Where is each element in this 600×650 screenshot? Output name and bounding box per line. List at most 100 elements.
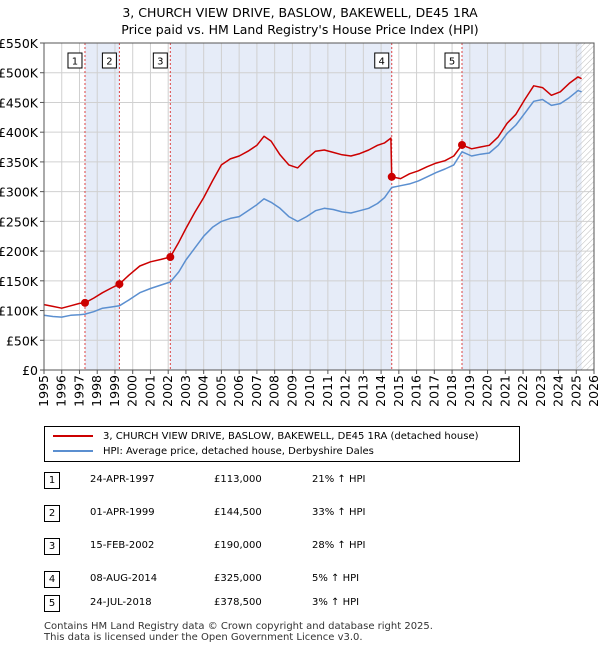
y-tick-label: £250K <box>0 214 39 229</box>
x-tick-label: 2014 <box>373 375 388 407</box>
y-tick-label: £200K <box>0 244 39 259</box>
sale-row: 4 08-AUG-2014 £325,000 5% ↑ HPI <box>44 571 444 589</box>
y-tick-label: £350K <box>0 155 39 170</box>
x-tick-label: 1996 <box>54 375 69 407</box>
footer-licence: This data is licensed under the Open Gov… <box>44 632 363 643</box>
x-tick-label: 2005 <box>213 375 228 407</box>
x-tick-label: 2000 <box>125 375 140 407</box>
x-tick-label: 2004 <box>196 375 211 407</box>
x-tick-label: 2019 <box>462 375 477 407</box>
sale-row: 1 24-APR-1997 £113,000 21% ↑ HPI <box>44 472 444 490</box>
y-tick-label: £50K <box>6 333 39 348</box>
shaded-period <box>170 43 392 370</box>
x-tick-label: 2011 <box>320 375 335 407</box>
shaded-periods <box>44 43 594 370</box>
sale-price: £144,500 <box>214 507 262 518</box>
hpi-line <box>43 89 582 318</box>
sale-number: 2 <box>44 505 60 522</box>
sale-date: 24-JUL-2018 <box>90 597 152 608</box>
sale-row: 3 15-FEB-2002 £190,000 28% ↑ HPI <box>44 538 444 556</box>
x-tick-label: 2025 <box>568 375 583 407</box>
sale-price: £113,000 <box>214 474 262 485</box>
sale-label-box <box>67 52 83 69</box>
x-tick-label: 2018 <box>444 375 459 407</box>
sale-price: £325,000 <box>214 573 262 584</box>
x-tick-label: 1998 <box>89 375 104 407</box>
legend-swatch-hpi <box>53 450 93 452</box>
sale-row: 5 24-JUL-2018 £378,500 3% ↑ HPI <box>44 595 444 613</box>
hatched-region <box>576 43 594 370</box>
grid-lines <box>43 42 595 371</box>
sale-number: 1 <box>44 472 60 489</box>
legend-label-hpi: HPI: Average price, detached house, Derb… <box>103 446 374 457</box>
y-tick-label: £400K <box>0 125 39 140</box>
sale-label-box <box>152 52 168 69</box>
x-tick-label: 2009 <box>284 375 299 407</box>
sale-point <box>458 140 466 149</box>
sale-hpi-change: 3% ↑ HPI <box>312 597 360 608</box>
sale-date: 24-APR-1997 <box>90 474 155 485</box>
sale-label-number: 1 <box>72 57 78 68</box>
x-tick-label: 2007 <box>249 375 264 407</box>
x-tick-label: 2021 <box>497 375 512 407</box>
sale-point <box>115 280 124 289</box>
sale-label-box <box>374 52 390 69</box>
legend-label-property: 3, CHURCH VIEW DRIVE, BASLOW, BAKEWELL, … <box>103 431 479 442</box>
sale-date: 01-APR-1999 <box>90 507 155 518</box>
legend-swatch-property <box>53 435 93 437</box>
x-tick-label: 1997 <box>71 375 86 407</box>
sale-date: 15-FEB-2002 <box>90 540 155 551</box>
x-tick-label: 1999 <box>107 375 122 407</box>
x-tick-label: 2010 <box>302 375 317 407</box>
sale-labels: 1 2 3 4 5 <box>67 52 460 69</box>
sale-point <box>166 253 175 262</box>
sale-marker-lines <box>84 43 463 370</box>
y-tick-label: £100K <box>0 304 39 319</box>
series-lines <box>43 76 582 318</box>
sale-label-number: 2 <box>106 57 112 68</box>
x-tick-label: 2002 <box>160 375 175 407</box>
price-chart: 1 2 3 4 5 £0 £50K £100K £150K £200K £250K £300K £35… <box>0 36 600 407</box>
sale-price: £190,000 <box>214 540 262 551</box>
sale-point <box>80 298 89 307</box>
footer: Contains HM Land Registry data © Crown c… <box>44 621 433 643</box>
x-tick-label: 1995 <box>36 375 51 407</box>
x-tick-label: 2008 <box>267 375 282 407</box>
footer-copyright: Contains HM Land Registry data © Crown c… <box>44 621 433 632</box>
shaded-period <box>84 43 120 370</box>
chart-title-block: 3, CHURCH VIEW DRIVE, BASLOW, BAKEWELL, … <box>0 4 600 38</box>
x-tick-label: 2022 <box>515 375 530 407</box>
legend-item-hpi: HPI: Average price, detached house, Derb… <box>53 445 374 459</box>
x-tick-label: 2012 <box>338 375 353 407</box>
y-tick-label: £300K <box>0 185 39 200</box>
x-tick-label: 2023 <box>533 375 548 407</box>
x-tick-label: 2013 <box>355 375 370 407</box>
x-tick-label: 2006 <box>231 375 246 407</box>
sale-hpi-change: 28% ↑ HPI <box>312 540 366 551</box>
x-tick-label: 2003 <box>178 375 193 407</box>
legend-item-property: 3, CHURCH VIEW DRIVE, BASLOW, BAKEWELL, … <box>53 430 479 444</box>
chart-title: 3, CHURCH VIEW DRIVE, BASLOW, BAKEWELL, … <box>122 5 478 20</box>
sale-hpi-change: 21% ↑ HPI <box>312 474 366 485</box>
sale-label-number: 5 <box>449 57 455 68</box>
shaded-period <box>462 43 582 370</box>
sale-label-box <box>101 52 117 69</box>
x-tick-label: 2001 <box>142 375 157 407</box>
x-tick-label: 2024 <box>551 375 566 407</box>
x-tick-label: 2026 <box>586 375 600 407</box>
y-tick-label: £550K <box>0 36 39 51</box>
sale-hpi-change: 33% ↑ HPI <box>312 507 366 518</box>
plot-frame <box>43 42 595 371</box>
sale-number: 3 <box>44 538 60 555</box>
x-tick-label: 2016 <box>409 375 424 407</box>
x-tick-label: 2017 <box>426 375 441 407</box>
chart-subtitle: Price paid vs. HM Land Registry's House … <box>121 22 479 37</box>
sale-point <box>387 172 396 181</box>
sale-number: 5 <box>44 595 60 612</box>
y-tick-label: £450K <box>0 95 39 110</box>
sale-price: £378,500 <box>214 597 262 608</box>
sale-label-number: 4 <box>379 57 385 68</box>
sale-row: 2 01-APR-1999 £144,500 33% ↑ HPI <box>44 505 444 523</box>
sale-label-number: 3 <box>157 57 163 68</box>
sale-hpi-change: 5% ↑ HPI <box>312 573 360 584</box>
